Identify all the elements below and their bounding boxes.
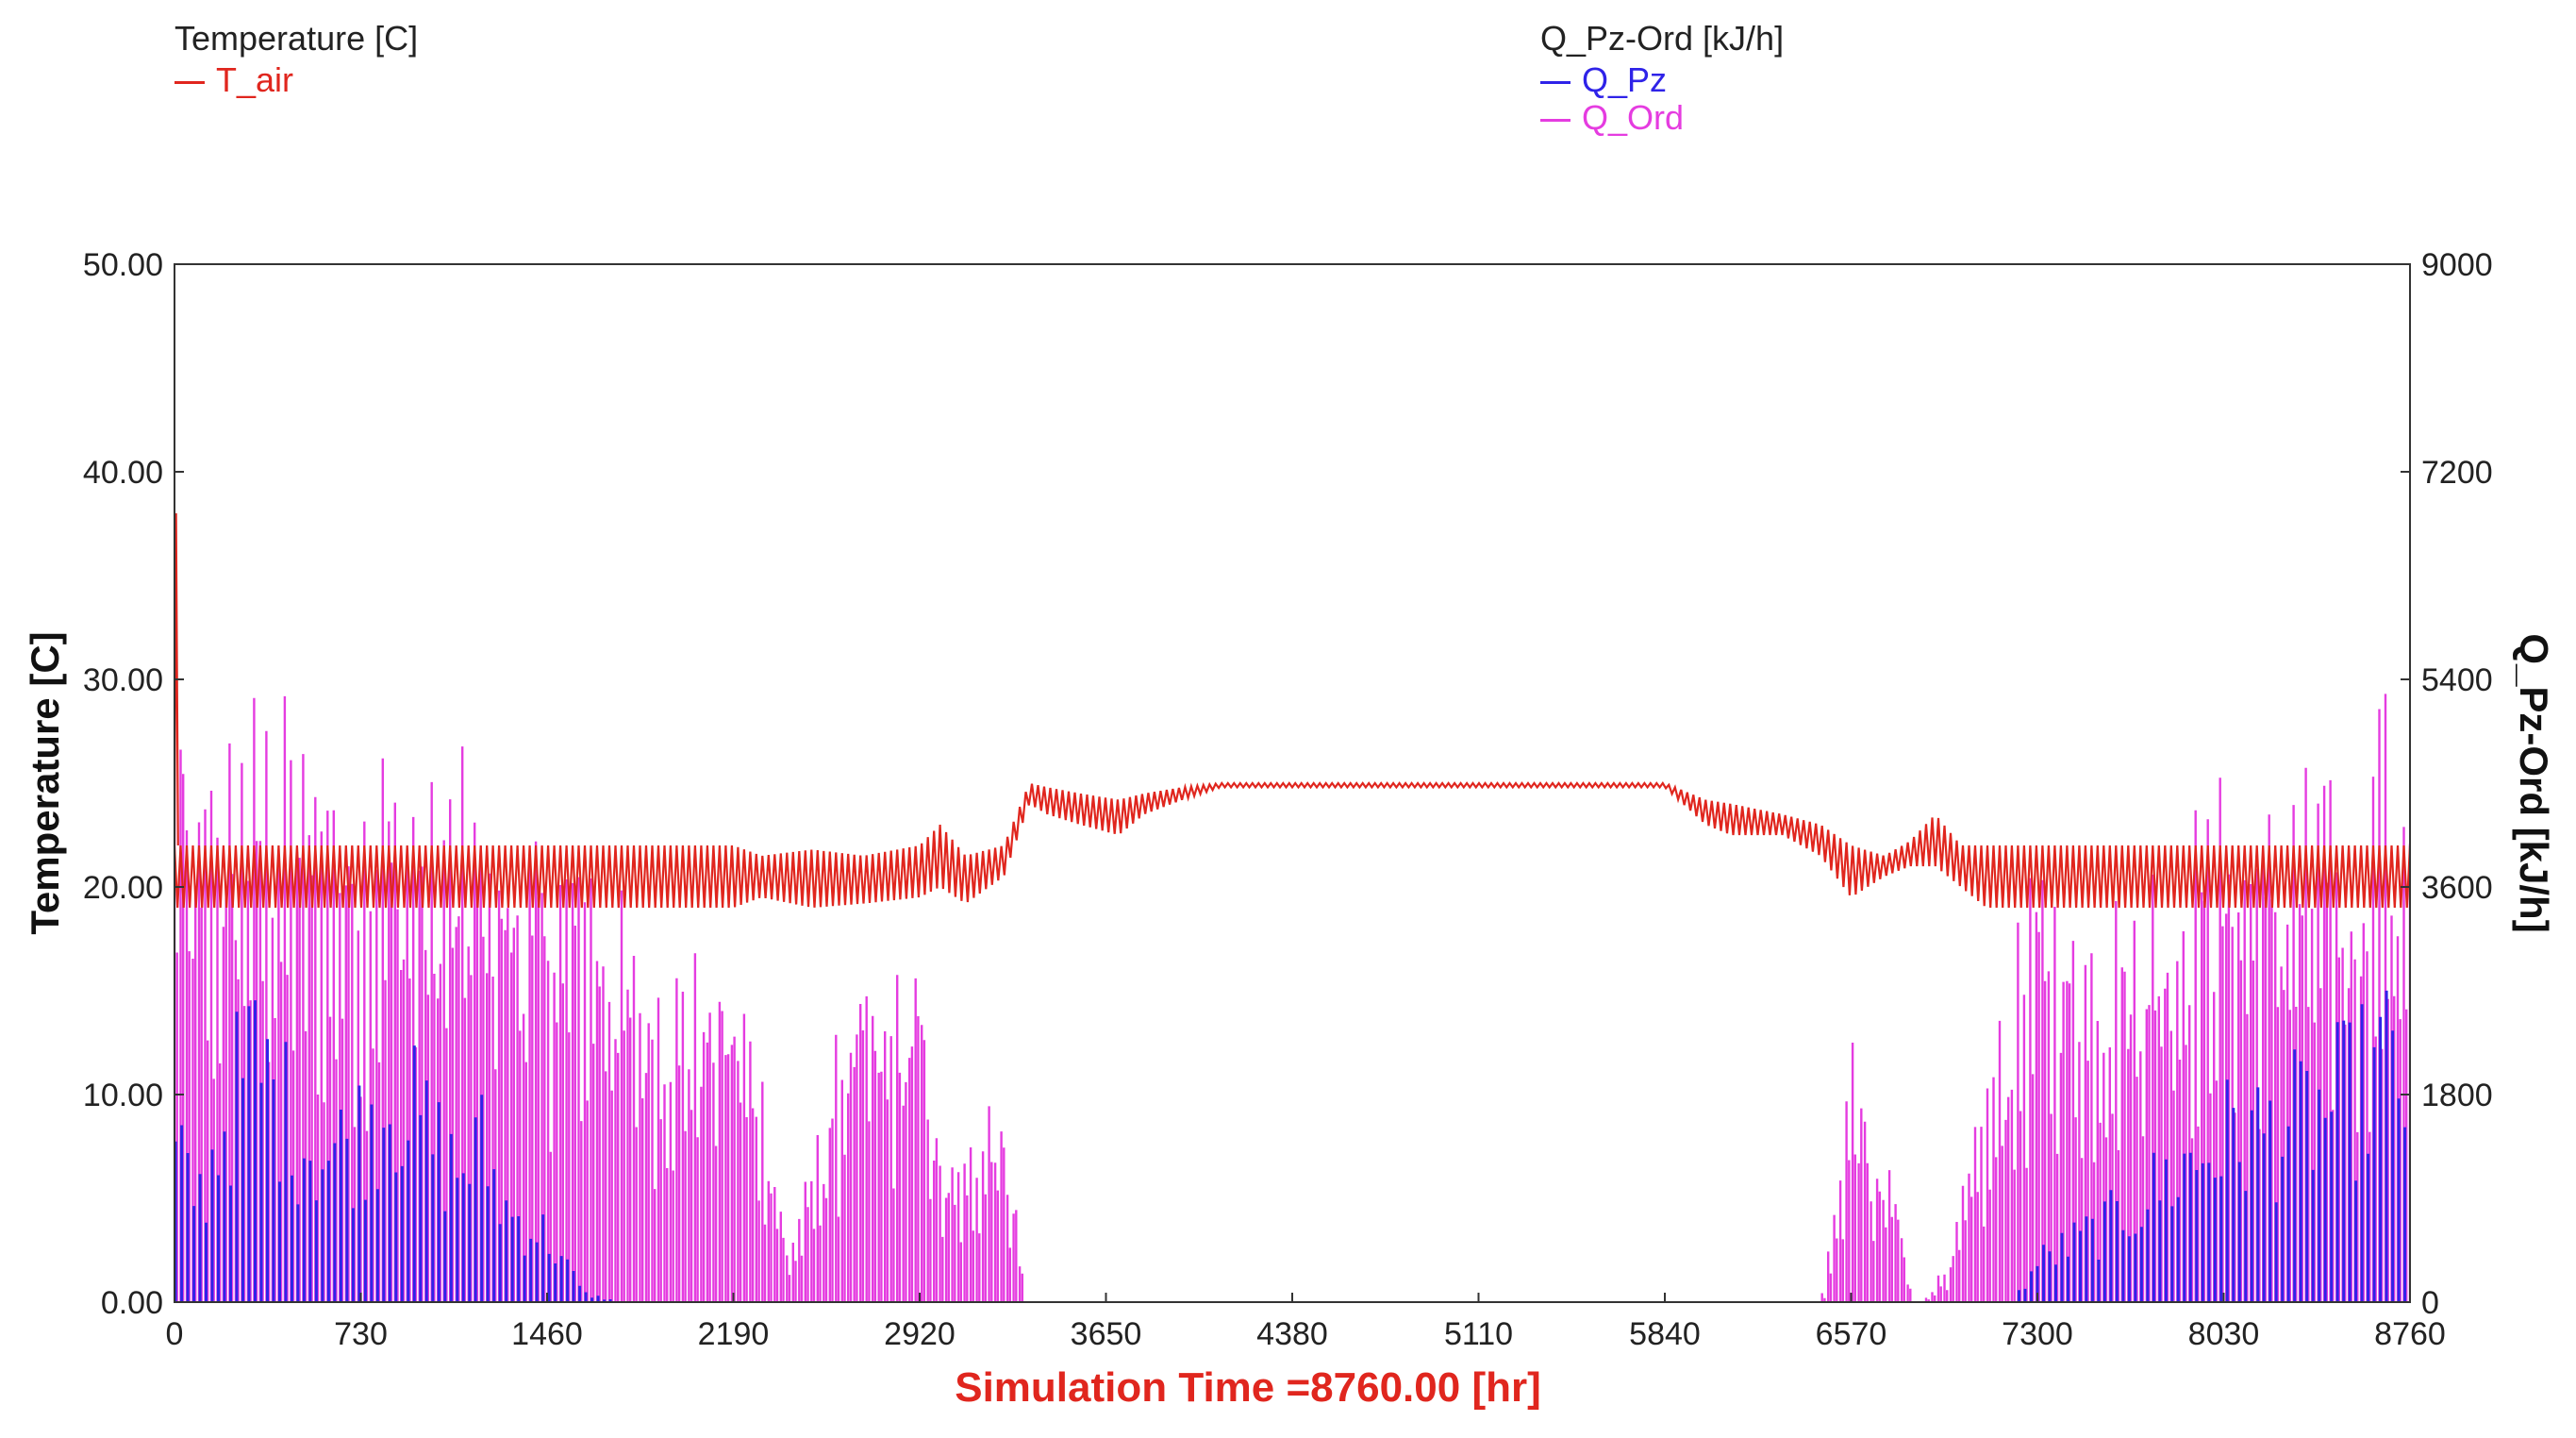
y-right-tick-label: 9000	[2421, 247, 2493, 283]
legend-left-title: Temperature [C]	[175, 19, 419, 58]
x-tick-label: 8760	[2374, 1316, 2446, 1352]
x-tick-label: 6570	[1816, 1316, 1887, 1352]
legend-item-q-ord: Q_Ord	[1540, 98, 1684, 138]
series-q-pz	[175, 990, 2410, 1302]
legend-swatch-q-pz	[1540, 80, 1571, 84]
y-right-tick-label: 1800	[2421, 1078, 2493, 1113]
x-axis: 0 730 1460 2190 2920 3650 4380 5110 5840 6570 7300…	[166, 1293, 2446, 1352]
x-tick-label: 2190	[698, 1316, 770, 1352]
q-pz-spikes	[175, 990, 2410, 1302]
x-tick-label: 730	[334, 1316, 388, 1352]
x-tick-label: 0	[166, 1316, 184, 1352]
x-tick-label: 7300	[2002, 1316, 2073, 1352]
legend-swatch-q-ord	[1540, 118, 1571, 122]
series-layer	[175, 512, 2410, 1302]
y-left-tick-label: 10.00	[83, 1078, 163, 1113]
y-axis-right: 0 1800 3600 5400 7200 9000	[2401, 247, 2493, 1321]
legend-right-title: Q_Pz-Ord [kJ/h]	[1540, 19, 1785, 58]
y-right-tick-label: 5400	[2421, 662, 2493, 698]
legend-label-t-air: T_air	[216, 60, 294, 99]
y-axis-left: 0.00 10.00 20.00 30.00 40.00 50.00	[83, 247, 184, 1321]
legend-label-q-ord: Q_Ord	[1582, 98, 1685, 137]
y-left-tick-label: 50.00	[83, 247, 163, 283]
y-left-tick-label: 40.00	[83, 455, 163, 491]
legend-item-t-air: T_air	[175, 60, 293, 100]
y-right-tick-label: 7200	[2421, 455, 2493, 491]
x-tick-label: 8030	[2188, 1316, 2260, 1352]
series-t-air	[175, 512, 2410, 909]
legend-swatch-t-air	[175, 80, 205, 84]
x-tick-label: 5110	[1444, 1316, 1513, 1352]
y-axis-left-label: Temperature [C]	[23, 631, 67, 934]
legend-item-q-pz: Q_Pz	[1540, 60, 1667, 100]
x-tick-label: 1460	[511, 1316, 583, 1352]
x-axis-label: Simulation Time =8760.00 [hr]	[955, 1364, 1541, 1411]
q-ord-spikes	[175, 649, 2410, 1302]
x-tick-label: 3650	[1071, 1316, 1142, 1352]
y-right-tick-label: 3600	[2421, 870, 2493, 906]
y-left-tick-label: 30.00	[83, 662, 163, 698]
y-right-tick-label: 0	[2421, 1285, 2439, 1321]
x-tick-label: 2920	[884, 1316, 956, 1352]
t-air-line	[175, 781, 2410, 909]
x-tick-label: 5840	[1629, 1316, 1701, 1352]
y-left-tick-label: 20.00	[83, 870, 163, 906]
x-tick-label: 4380	[1256, 1316, 1328, 1352]
y-left-tick-label: 0.00	[101, 1285, 163, 1321]
series-q-ord	[175, 649, 2410, 1302]
legend-label-q-pz: Q_Pz	[1582, 60, 1668, 99]
y-axis-right-label: Q_Pz-Ord [kJ/h]	[2512, 633, 2556, 932]
